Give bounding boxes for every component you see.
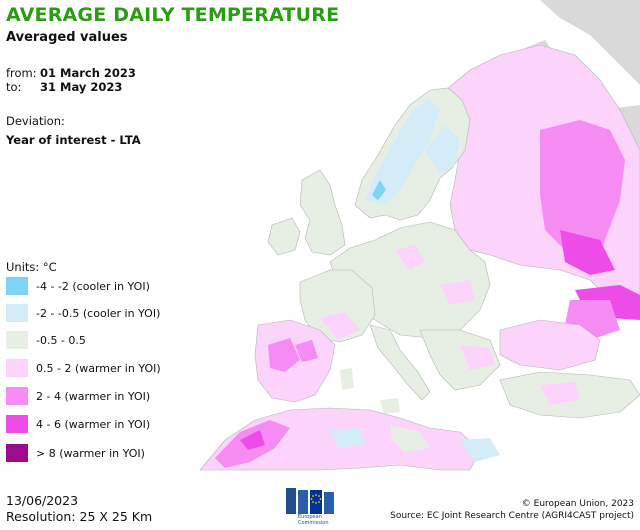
from-label: from:: [6, 66, 37, 80]
north-africa: [199, 407, 500, 471]
legend-item: 2 - 4 (warmer in YOI): [6, 386, 150, 406]
italy-balkans: [340, 319, 601, 414]
european-commission-logo: European Commission: [282, 486, 342, 526]
france: [299, 269, 376, 343]
legend-label: > 8 (warmer in YOI): [36, 446, 145, 460]
legend-item: 0.5 - 2 (warmer in YOI): [6, 358, 161, 378]
source-text: Source: EC Joint Research Centre (AGRI4C…: [390, 511, 634, 521]
logo-text-2: Commission: [298, 520, 329, 526]
legend-item: 4 - 6 (warmer in YOI): [6, 414, 150, 434]
from-value: 01 March 2023: [40, 66, 136, 80]
legend-label: 4 - 6 (warmer in YOI): [36, 417, 151, 431]
legend-label: 0.5 - 2 (warmer in YOI): [36, 361, 161, 375]
to-label: to:: [6, 80, 22, 94]
legend-label: -4 - -2 (cooler in YOI): [36, 279, 150, 293]
british-isles: [267, 169, 346, 256]
legend-swatch: [6, 415, 28, 433]
legend-swatch: [6, 277, 28, 295]
legend-swatch: [6, 359, 28, 377]
legend-swatch: [6, 331, 28, 349]
ec-logo-icon: [286, 488, 334, 514]
logo-text-1: European: [298, 514, 322, 520]
to-value: 31 May 2023: [40, 80, 123, 94]
deviation-label: Deviation:: [6, 114, 65, 128]
iberia: [254, 319, 336, 403]
turkey: [499, 371, 640, 419]
legend-item: -4 - -2 (cooler in YOI): [6, 276, 150, 296]
eastern-region-warm: [439, 44, 640, 340]
legend-swatch: [6, 444, 28, 462]
legend-label: -0.5 - 0.5: [36, 333, 86, 347]
map-title: AVERAGE DAILY TEMPERATURE: [6, 4, 340, 26]
copyright-text: © European Union, 2023: [521, 499, 634, 509]
legend-swatch: [6, 387, 28, 405]
legend-item: -0.5 - 0.5: [6, 330, 86, 350]
legend-units: Units: °C: [6, 260, 57, 274]
legend-label: 2 - 4 (warmer in YOI): [36, 389, 151, 403]
resolution-text: Resolution: 25 X 25 Km: [6, 509, 153, 524]
issue-date: 13/06/2023: [6, 493, 79, 508]
scandinavia: [354, 87, 471, 221]
legend-swatch: [6, 304, 28, 322]
legend-item: -2 - -0.5 (cooler in YOI): [6, 303, 160, 323]
legend-item: > 8 (warmer in YOI): [6, 443, 145, 463]
map-subtitle: Averaged values: [6, 30, 128, 45]
deviation-value: Year of interest - LTA: [6, 133, 141, 147]
legend-label: -2 - -0.5 (cooler in YOI): [36, 306, 161, 320]
